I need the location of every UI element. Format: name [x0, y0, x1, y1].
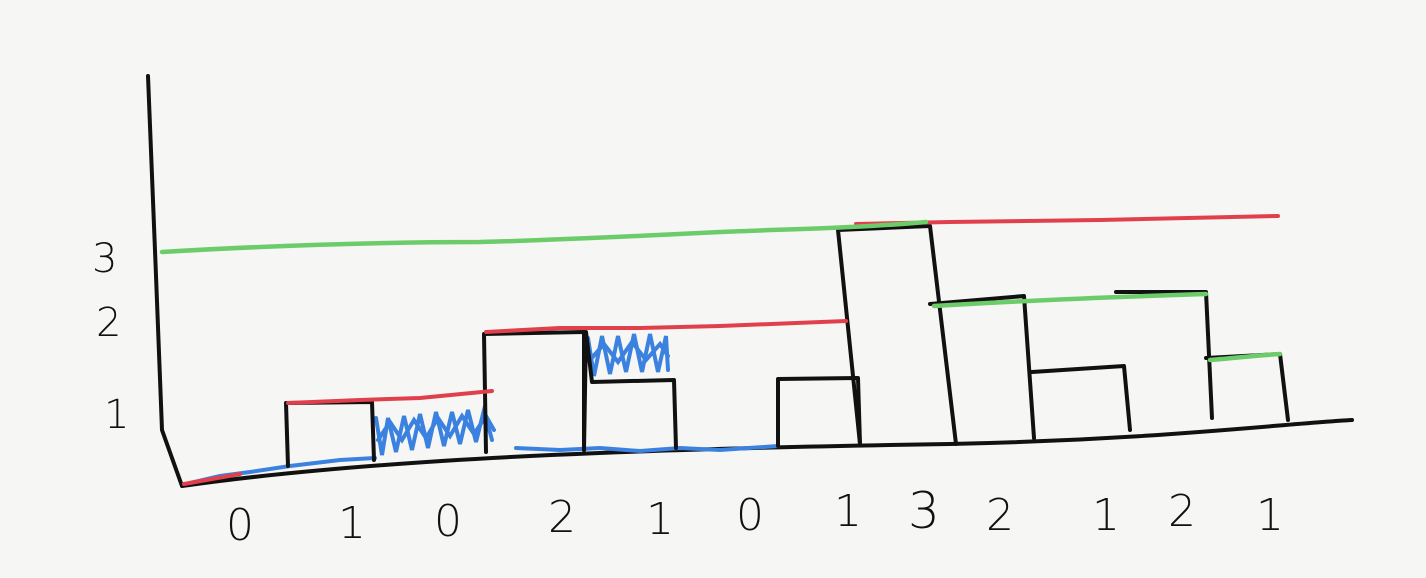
- x-tick-label: 0: [736, 490, 764, 541]
- bar-index-9: [1030, 364, 1132, 432]
- bar-index-6: [776, 376, 862, 448]
- x-tick-label: 2: [986, 490, 1014, 541]
- bar-index-10: [1114, 290, 1214, 420]
- x-tick-label: 2: [548, 492, 576, 543]
- y-tick-label-2: 2: [96, 300, 121, 346]
- water-hatch-col4: [586, 333, 670, 377]
- x-tick-label: 1: [338, 498, 366, 549]
- y-tick-label-3: 3: [92, 236, 117, 282]
- x-tick-label: 2: [1168, 486, 1196, 537]
- right-max-lines: [159, 219, 1283, 363]
- x-tick-label: 1: [1092, 490, 1120, 541]
- x-tick-label: 0: [434, 496, 462, 547]
- bar-index-11: [1204, 352, 1290, 422]
- x-axis: [180, 418, 1354, 488]
- x-tick-labels: 0 1 0 2 1 0 1 3 2 1 2 1: [226, 482, 1284, 551]
- left-max-line-2: [484, 319, 848, 334]
- right-max-line-1: [1207, 351, 1283, 363]
- x-tick-label: 3: [908, 482, 940, 540]
- right-max-line-2: [931, 291, 1209, 309]
- left-max-lines: [182, 214, 1280, 486]
- water-hatch-col4-b: [588, 338, 670, 366]
- y-tick-label-1: 1: [104, 392, 129, 438]
- bars: [284, 224, 1290, 468]
- bar-index-1: [284, 400, 376, 468]
- x-tick-label: 0: [226, 500, 254, 551]
- water-hatch-col2-b: [376, 412, 496, 444]
- x-tick-label: 1: [646, 494, 674, 545]
- right-max-line-3: [159, 219, 929, 255]
- x-tick-label: 1: [834, 486, 862, 537]
- bar-index-8: [928, 294, 1036, 440]
- x-tick-label: 1: [1256, 490, 1284, 541]
- bar-index-7: [836, 224, 958, 446]
- left-max-line-1: [286, 389, 494, 405]
- water-floor-right: [514, 444, 780, 454]
- bar-index-4: [582, 330, 678, 452]
- left-max-line-0: [182, 472, 242, 486]
- y-axis: [146, 74, 184, 488]
- bar-index-3: [482, 330, 586, 454]
- trapped-water: [188, 333, 780, 485]
